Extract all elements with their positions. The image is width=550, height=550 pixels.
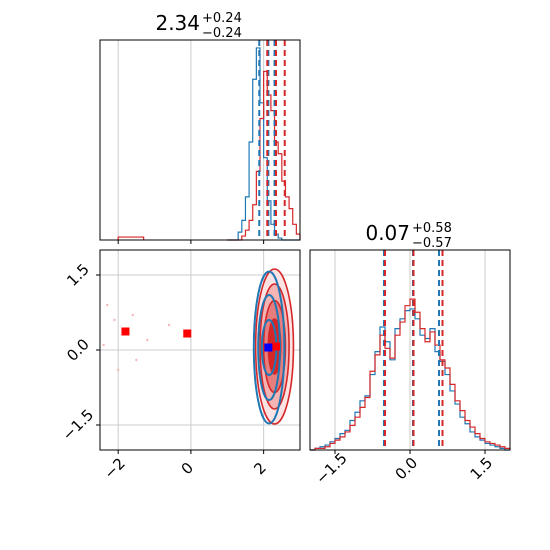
top-panel-title-minus: −0.24	[202, 26, 242, 41]
reference-marker	[183, 329, 192, 338]
right-panel-title-plus: +0.58	[412, 221, 452, 236]
x-tick-label: 1.5	[467, 454, 497, 484]
reference-marker	[272, 342, 280, 351]
scatter-point	[106, 303, 109, 307]
reference-marker	[264, 343, 273, 352]
histogram-tail-series_a	[117, 236, 145, 240]
contour-series_b	[252, 270, 286, 425]
axes-frame	[309, 249, 511, 451]
x-tick-label: −1.5	[312, 449, 350, 487]
scatter-point	[131, 313, 134, 317]
histogram-panel-top	[99, 39, 301, 244]
histogram-series_a	[310, 298, 511, 451]
axes-frame	[99, 249, 301, 451]
reference-marker	[121, 327, 130, 336]
right-panel-title-value: 0.07	[365, 221, 410, 245]
x-tick-label: 2	[250, 459, 269, 478]
y-tick-label: −1.5	[59, 406, 97, 444]
top-panel-title-value: 2.34	[155, 11, 200, 35]
scatter-contour-panel: −2 0 2 1.5 0.0 −1.5	[59, 249, 301, 483]
scatter-point	[146, 338, 149, 342]
x-tick-label: 0.0	[392, 454, 422, 484]
scatter-point	[116, 368, 120, 372]
x-tick-label: 0	[178, 459, 197, 478]
histogram-series_b	[227, 47, 300, 241]
right-panel-title-minus: −0.57	[412, 236, 452, 251]
scatter-point	[113, 318, 116, 322]
y-tick-label: 1.5	[63, 260, 93, 290]
histogram-panel-right: −1.5 0.0 1.5	[309, 249, 511, 488]
scatter-point	[102, 343, 105, 347]
scatter-point	[135, 358, 138, 362]
top-panel-title-plus: +0.24	[202, 11, 242, 26]
scatter-point	[167, 323, 171, 327]
axes-frame	[99, 39, 301, 241]
y-tick-label: 0.0	[63, 335, 93, 365]
x-tick-label: −2	[100, 454, 128, 482]
